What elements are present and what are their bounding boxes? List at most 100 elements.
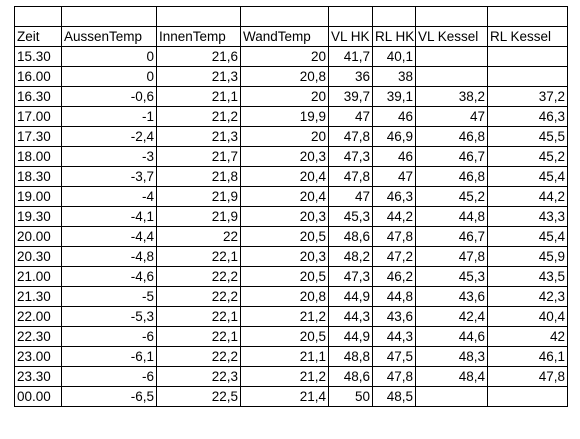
value-cell[interactable]: 22,2 [156, 286, 241, 307]
value-cell[interactable]: 48,4 [415, 366, 488, 387]
value-cell[interactable]: 40,1 [372, 46, 416, 67]
value-cell[interactable]: 20,5 [240, 266, 329, 287]
value-cell[interactable] [415, 66, 488, 87]
header-cell-rl-hk[interactable]: RL HK [372, 26, 416, 47]
value-cell[interactable]: 47 [415, 106, 488, 127]
value-cell[interactable]: 48,8 [328, 346, 373, 367]
value-cell[interactable]: 46,8 [415, 166, 488, 187]
table-cell[interactable] [415, 6, 488, 27]
value-cell[interactable]: 42,4 [415, 306, 488, 327]
value-cell[interactable] [487, 66, 568, 87]
value-cell[interactable]: 44,6 [415, 326, 488, 347]
value-cell[interactable]: 45,5 [487, 126, 568, 147]
value-cell[interactable]: 44,8 [372, 286, 416, 307]
time-cell[interactable]: 20.30 [14, 246, 62, 267]
header-cell-zeit[interactable]: Zeit [14, 26, 62, 47]
value-cell[interactable]: 47,5 [372, 346, 416, 367]
value-cell[interactable]: -0,6 [61, 86, 157, 107]
value-cell[interactable]: -6 [61, 326, 157, 347]
value-cell[interactable]: -5,3 [61, 306, 157, 327]
value-cell[interactable]: -4,1 [61, 206, 157, 227]
value-cell[interactable]: 46,2 [372, 266, 416, 287]
value-cell[interactable]: 47 [372, 166, 416, 187]
value-cell[interactable]: 47 [328, 186, 373, 207]
value-cell[interactable]: -6 [61, 366, 157, 387]
time-cell[interactable]: 20.00 [14, 226, 62, 247]
value-cell[interactable]: 22,1 [156, 326, 241, 347]
time-cell[interactable]: 17.00 [14, 106, 62, 127]
value-cell[interactable]: 37,2 [487, 86, 568, 107]
value-cell[interactable]: 47,8 [328, 166, 373, 187]
value-cell[interactable]: 20,3 [240, 206, 329, 227]
value-cell[interactable]: 45,4 [487, 166, 568, 187]
value-cell[interactable]: 20,5 [240, 226, 329, 247]
value-cell[interactable]: 50 [328, 386, 373, 407]
value-cell[interactable]: 21,1 [156, 86, 241, 107]
time-cell[interactable]: 19.00 [14, 186, 62, 207]
value-cell[interactable]: 47,8 [372, 226, 416, 247]
value-cell[interactable]: 46,3 [372, 186, 416, 207]
table-cell[interactable] [487, 6, 568, 27]
time-cell[interactable]: 00.00 [14, 386, 62, 407]
value-cell[interactable]: -1 [61, 106, 157, 127]
value-cell[interactable]: 21,4 [240, 386, 329, 407]
value-cell[interactable]: 47,2 [372, 246, 416, 267]
value-cell[interactable]: 42 [487, 326, 568, 347]
value-cell[interactable]: -2,4 [61, 126, 157, 147]
value-cell[interactable]: 21,3 [156, 66, 241, 87]
value-cell[interactable]: 21,6 [156, 46, 241, 67]
value-cell[interactable]: 45,2 [415, 186, 488, 207]
value-cell[interactable]: 45,9 [487, 246, 568, 267]
time-cell[interactable]: 21.00 [14, 266, 62, 287]
value-cell[interactable]: -4,8 [61, 246, 157, 267]
value-cell[interactable]: -3 [61, 146, 157, 167]
value-cell[interactable]: 20 [240, 86, 329, 107]
value-cell[interactable]: 20,8 [240, 66, 329, 87]
value-cell[interactable]: 45,3 [415, 266, 488, 287]
value-cell[interactable]: 36 [328, 66, 373, 87]
value-cell[interactable]: 21,1 [240, 346, 329, 367]
value-cell[interactable] [415, 386, 488, 407]
value-cell[interactable]: -4,4 [61, 226, 157, 247]
time-cell[interactable]: 16.30 [14, 86, 62, 107]
value-cell[interactable]: -4 [61, 186, 157, 207]
time-cell[interactable]: 21.30 [14, 286, 62, 307]
value-cell[interactable]: 38,2 [415, 86, 488, 107]
value-cell[interactable]: 44,9 [328, 326, 373, 347]
value-cell[interactable]: 44,2 [487, 186, 568, 207]
value-cell[interactable]: 47,3 [328, 266, 373, 287]
value-cell[interactable]: 44,8 [415, 206, 488, 227]
value-cell[interactable]: 44,2 [372, 206, 416, 227]
value-cell[interactable]: 20,8 [240, 286, 329, 307]
value-cell[interactable]: 48,6 [328, 366, 373, 387]
time-cell[interactable]: 22.00 [14, 306, 62, 327]
value-cell[interactable]: 39,7 [328, 86, 373, 107]
value-cell[interactable]: 20,5 [240, 326, 329, 347]
value-cell[interactable]: 43,6 [415, 286, 488, 307]
value-cell[interactable]: -3,7 [61, 166, 157, 187]
value-cell[interactable]: 20 [240, 126, 329, 147]
time-cell[interactable]: 19.30 [14, 206, 62, 227]
value-cell[interactable]: 46,1 [487, 346, 568, 367]
value-cell[interactable]: 43,5 [487, 266, 568, 287]
value-cell[interactable]: 46,8 [415, 126, 488, 147]
value-cell[interactable]: 48,5 [372, 386, 416, 407]
value-cell[interactable]: 21,3 [156, 126, 241, 147]
value-cell[interactable]: 48,2 [328, 246, 373, 267]
time-cell[interactable]: 15.30 [14, 46, 62, 67]
header-cell-aussentemp[interactable]: AussenTemp [61, 26, 157, 47]
value-cell[interactable]: 47,3 [328, 146, 373, 167]
table-cell[interactable] [61, 6, 157, 27]
header-cell-vl-kessel[interactable]: VL Kessel [415, 26, 488, 47]
value-cell[interactable]: 22,1 [156, 306, 241, 327]
value-cell[interactable] [487, 386, 568, 407]
time-cell[interactable]: 23.00 [14, 346, 62, 367]
value-cell[interactable]: 21,2 [240, 306, 329, 327]
value-cell[interactable] [487, 46, 568, 67]
value-cell[interactable]: -5 [61, 286, 157, 307]
value-cell[interactable]: 22,2 [156, 266, 241, 287]
value-cell[interactable]: 41,7 [328, 46, 373, 67]
value-cell[interactable]: 22,3 [156, 366, 241, 387]
header-cell-rl-kessel[interactable]: RL Kessel [487, 26, 568, 47]
value-cell[interactable]: 19,9 [240, 106, 329, 127]
